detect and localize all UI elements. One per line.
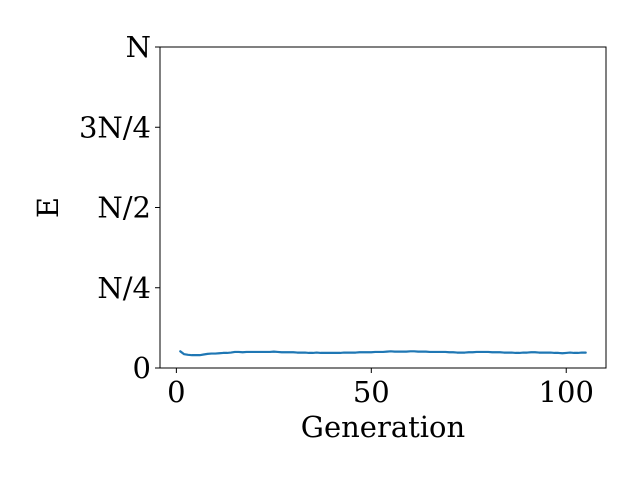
x-tick-label: 0	[167, 375, 185, 409]
plot-area	[159, 46, 607, 369]
x-axis-ticks: 0 50 100	[167, 368, 594, 409]
y-tick-label: 0	[133, 351, 151, 385]
y-tick-label: N/2	[97, 191, 151, 225]
y-tick-label: N	[126, 30, 151, 64]
plot-frame	[159, 46, 607, 369]
y-axis-ticks: 0 N/4 N/2 3N/4 N	[79, 30, 160, 385]
x-axis-label: Generation	[301, 410, 465, 444]
series-layer	[179, 350, 587, 357]
y-axis-label: E	[31, 197, 65, 218]
y-tick-label: 3N/4	[79, 110, 151, 144]
x-tick-label: 100	[539, 375, 594, 409]
x-tick-label: 50	[353, 375, 390, 409]
y-tick-label: N/4	[97, 271, 151, 305]
series-line	[179, 350, 587, 357]
